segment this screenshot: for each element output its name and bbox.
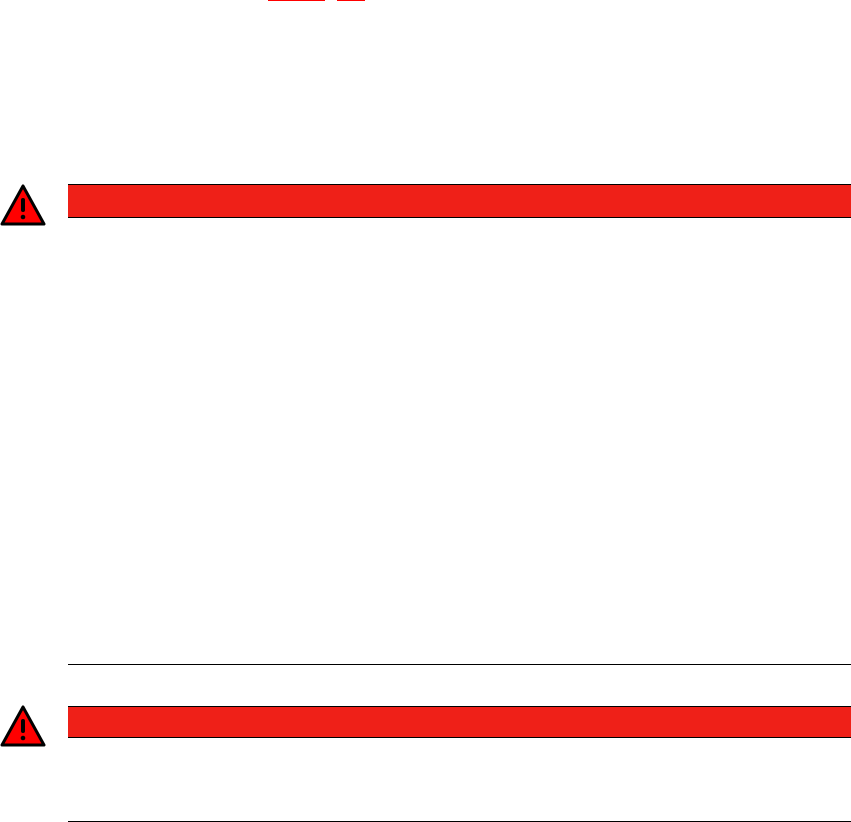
- warning-triangle-icon: [0, 184, 46, 226]
- link-underline[interactable]: [268, 0, 325, 1]
- warning-banner: [68, 706, 851, 738]
- divider: [68, 664, 851, 665]
- warning-triangle-icon: [0, 705, 46, 747]
- link-underline[interactable]: [337, 0, 365, 1]
- warning-banner: [68, 184, 851, 218]
